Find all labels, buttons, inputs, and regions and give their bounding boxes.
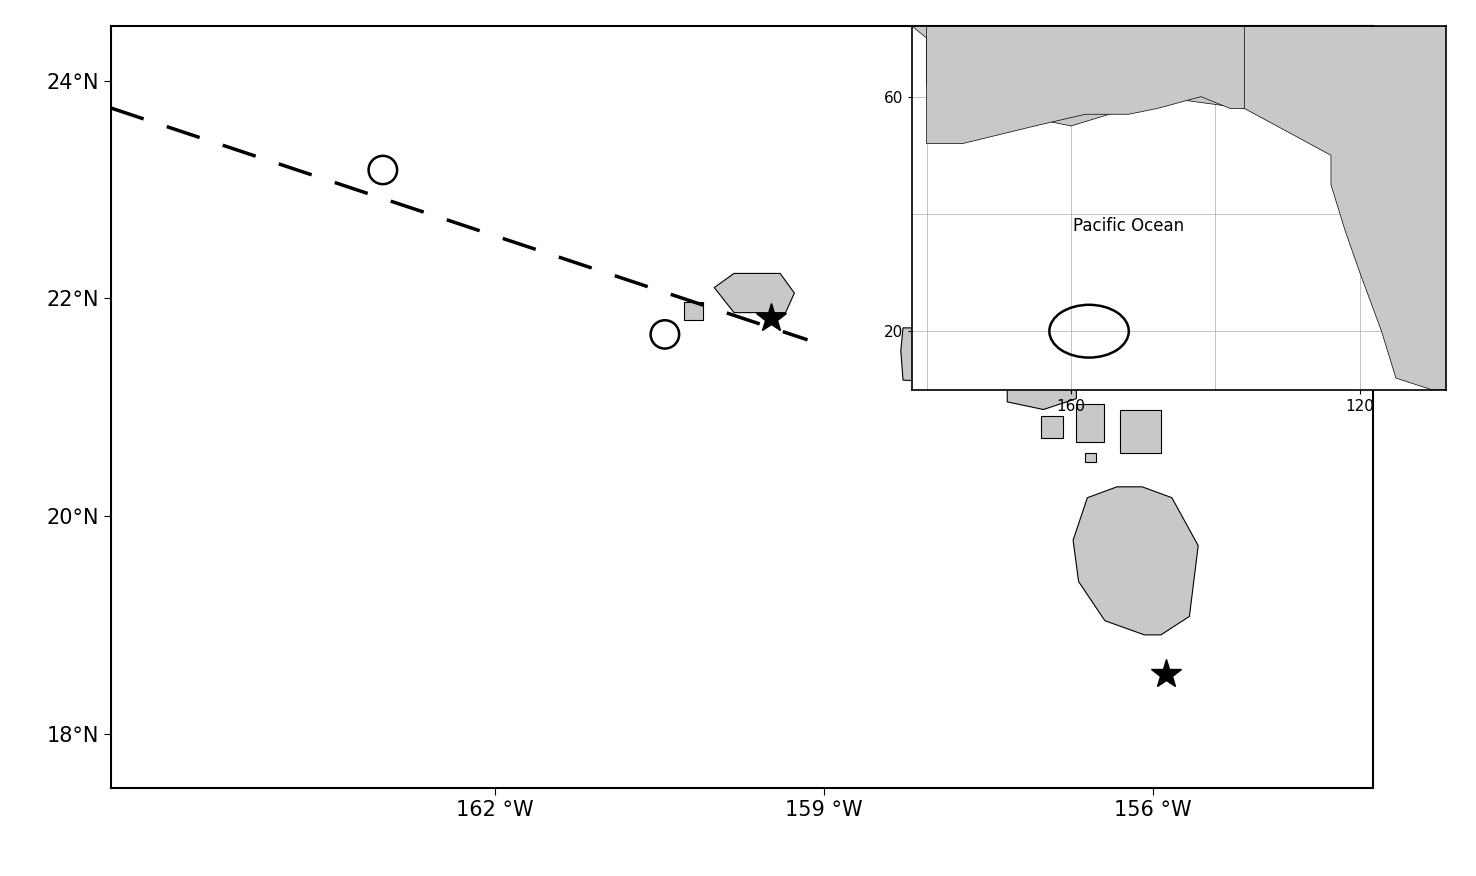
Polygon shape (683, 301, 703, 321)
Polygon shape (1007, 380, 1076, 409)
Polygon shape (1041, 416, 1063, 438)
Polygon shape (1076, 404, 1104, 442)
Polygon shape (714, 273, 794, 313)
Polygon shape (900, 328, 973, 384)
Polygon shape (1120, 409, 1162, 453)
Polygon shape (927, 26, 1244, 144)
Polygon shape (1085, 453, 1097, 462)
Polygon shape (1073, 487, 1199, 635)
Text: Pacific Ocean: Pacific Ocean (1073, 216, 1184, 235)
Polygon shape (912, 26, 1446, 390)
